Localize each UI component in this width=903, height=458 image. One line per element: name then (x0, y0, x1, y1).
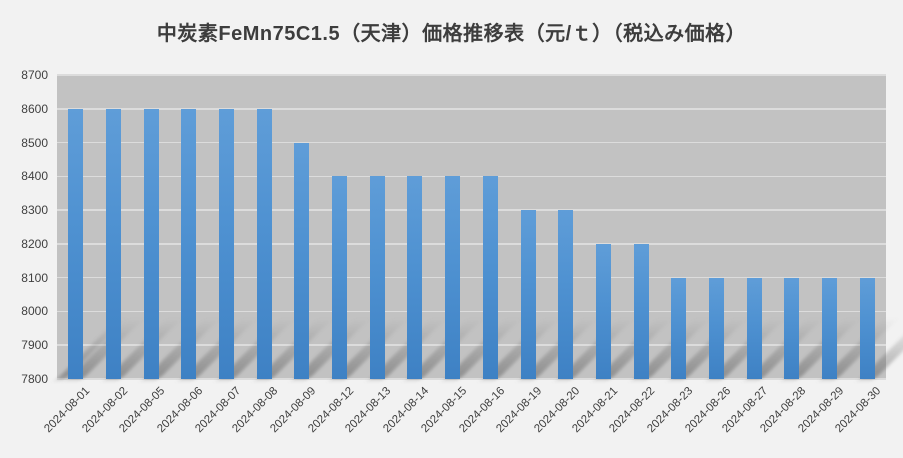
bar (482, 176, 498, 379)
bar (595, 243, 611, 379)
gridline (57, 378, 886, 380)
y-tick-label: 7900 (21, 338, 48, 353)
bar (859, 277, 875, 379)
y-tick-label: 8200 (21, 236, 48, 251)
bar (294, 142, 310, 379)
bar (369, 176, 385, 379)
bar (746, 277, 762, 379)
y-tick-label: 8400 (21, 169, 48, 184)
y-tick-label: 8600 (21, 101, 48, 116)
gridline (57, 74, 886, 76)
gridline (57, 243, 886, 245)
y-tick-label: 8500 (21, 135, 48, 150)
bar (219, 108, 235, 379)
y-tick-label: 8300 (21, 203, 48, 218)
bar (256, 108, 272, 379)
bar (332, 176, 348, 379)
bar (445, 176, 461, 379)
bar (407, 176, 423, 379)
bar (558, 210, 574, 379)
y-tick-label: 8700 (21, 68, 48, 82)
bar (784, 277, 800, 379)
bar (671, 277, 687, 379)
gridline (57, 310, 886, 313)
bar (821, 277, 837, 379)
gridline (57, 141, 886, 144)
bar (68, 108, 84, 379)
y-tick-label: 7800 (21, 372, 48, 386)
gridline (57, 175, 886, 178)
bar (708, 277, 724, 379)
gridline (57, 276, 886, 279)
bar (181, 108, 197, 379)
gridline (57, 108, 886, 110)
y-tick-label: 8000 (21, 304, 48, 319)
bar (106, 108, 122, 379)
gridline (57, 209, 886, 211)
bar (520, 210, 536, 379)
gridline (57, 344, 886, 346)
bar (143, 108, 159, 379)
bar (633, 243, 649, 379)
chart-title: 中炭素FeMn75C1.5（天津）価格推移表（元/ｔ）（税込み価格） (156, 23, 747, 45)
y-tick-label: 8100 (21, 270, 48, 285)
